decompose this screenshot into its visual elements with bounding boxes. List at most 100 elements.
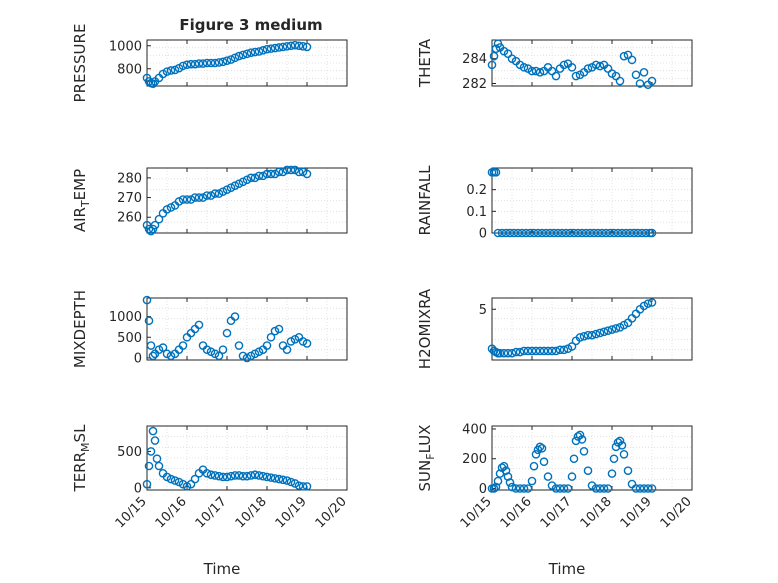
y-tick-label: 0 [479, 482, 487, 497]
data-point [294, 41, 304, 51]
figure-title: Figure 3 medium [179, 16, 322, 34]
y-axis-label: PRESSURE [71, 24, 89, 103]
data-point [194, 320, 204, 330]
data-point [489, 51, 499, 61]
y-tick-label: 0 [134, 351, 142, 366]
x-tick-label: 10/15 [113, 494, 150, 531]
data-point [615, 76, 625, 86]
data-point [206, 58, 216, 68]
data-point [202, 58, 212, 68]
data-point [286, 165, 296, 175]
axes-box [146, 425, 348, 491]
y-tick-label: 5 [479, 303, 487, 318]
subplot-h2omixra: 5 H2OMIXRA [416, 288, 693, 369]
data-point [539, 346, 549, 356]
data-point [571, 436, 581, 446]
data-point [302, 339, 312, 348]
data-point [523, 484, 533, 493]
data-point [198, 59, 208, 68]
data-point [623, 466, 633, 475]
data-point [214, 351, 224, 361]
data-point [567, 63, 577, 72]
y-tick-label: 500 [117, 331, 142, 346]
data-point [190, 193, 200, 202]
data-point [150, 220, 160, 230]
data-point [298, 167, 308, 177]
data-point [230, 471, 240, 480]
y-tick-label: 284 [462, 52, 487, 67]
data-point [529, 228, 539, 238]
subplot-pressure: 800 1000 PRESSURE [71, 24, 348, 103]
data-point [627, 55, 637, 65]
data-point [234, 341, 244, 350]
y-axis-label: TERRMSL [71, 424, 92, 493]
data-point [559, 345, 569, 355]
data-point [595, 61, 605, 71]
data-point [302, 482, 312, 491]
data-point [266, 169, 276, 179]
data-point [206, 191, 216, 200]
data-point [154, 461, 164, 471]
data-point [571, 71, 581, 81]
data-point [170, 65, 180, 75]
y-axis-label: RAINFALL [416, 165, 434, 236]
data-point [541, 228, 551, 238]
data-point [577, 435, 587, 444]
data-point [513, 228, 523, 238]
data-point [637, 228, 647, 238]
subplot-theta: 282 284 THETA [416, 38, 693, 92]
data-point [274, 43, 284, 52]
data-point [166, 474, 176, 484]
data-point [573, 228, 583, 238]
data-point [511, 484, 521, 493]
data-point [258, 171, 268, 181]
data-point [553, 228, 563, 238]
axes-box [491, 167, 693, 234]
data-point [611, 324, 621, 333]
data-point [194, 59, 204, 68]
data-point [154, 214, 164, 224]
data-point [274, 474, 284, 484]
data-point [302, 169, 312, 179]
x-tick-label: 10/16 [153, 494, 190, 531]
data-point [531, 346, 541, 356]
data-point [493, 476, 503, 486]
data-point [621, 228, 631, 238]
data-point [206, 470, 216, 480]
data-point [559, 60, 569, 70]
data-point [218, 345, 228, 354]
data-point [278, 475, 288, 485]
data-point [286, 477, 296, 487]
data-point [561, 228, 571, 238]
data-point [238, 471, 248, 481]
data-point [262, 341, 272, 350]
x-tick-label: 10/20 [313, 494, 350, 531]
data-point [495, 348, 505, 358]
data-point [619, 51, 629, 61]
data-point [591, 60, 601, 70]
data-point [585, 228, 595, 238]
data-point [591, 484, 601, 493]
data-point [643, 484, 653, 493]
data-point [551, 484, 561, 493]
data-point [250, 173, 260, 183]
data-point [643, 299, 653, 308]
data-point [499, 348, 509, 358]
data-point [535, 442, 545, 452]
data-point [613, 228, 623, 238]
data-point [517, 228, 527, 238]
subplot-terr_msl: 0 500 10/15 10/16 10/17 10/18 10/19 10/20 TERRMS… [71, 424, 350, 578]
x-tick-label: 10/16 [498, 494, 535, 531]
data-point [565, 228, 575, 238]
data-point [579, 332, 589, 341]
data-point [579, 447, 589, 456]
data-point [150, 349, 160, 359]
data-point [202, 191, 212, 200]
data-point [539, 457, 549, 467]
data-point [278, 42, 288, 52]
y-axis-label: SUNFLUX [416, 425, 437, 492]
data-point [557, 228, 567, 238]
data-point [535, 346, 545, 356]
data-point [527, 66, 537, 76]
